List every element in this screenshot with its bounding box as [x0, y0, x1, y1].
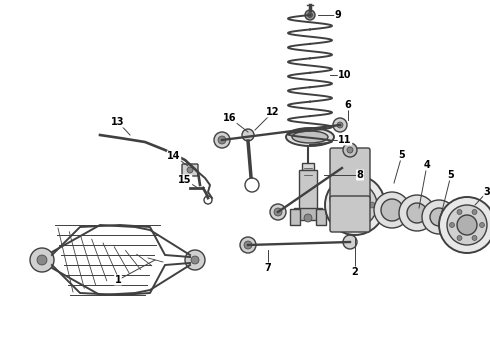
Text: 16: 16 [223, 113, 237, 123]
Circle shape [357, 218, 363, 224]
Circle shape [369, 202, 375, 208]
FancyBboxPatch shape [182, 164, 198, 176]
Circle shape [439, 197, 490, 253]
Text: 11: 11 [338, 135, 352, 145]
Text: 10: 10 [338, 70, 352, 80]
Bar [290, 209, 300, 225]
Text: 9: 9 [335, 10, 342, 20]
Text: 14: 14 [167, 151, 181, 161]
Ellipse shape [292, 131, 328, 143]
Circle shape [308, 13, 313, 18]
Circle shape [191, 256, 199, 264]
Bar [299, 170, 317, 215]
Circle shape [242, 129, 254, 141]
Circle shape [480, 222, 485, 228]
Ellipse shape [286, 128, 334, 146]
Circle shape [343, 235, 357, 249]
Text: 13: 13 [111, 117, 125, 127]
Text: 2: 2 [352, 267, 358, 277]
Circle shape [399, 195, 435, 231]
Circle shape [338, 192, 344, 198]
Circle shape [37, 255, 47, 265]
Circle shape [343, 143, 357, 157]
Circle shape [472, 235, 477, 240]
Circle shape [357, 186, 363, 192]
Text: 6: 6 [344, 100, 351, 110]
Text: 12: 12 [266, 107, 280, 117]
Circle shape [218, 136, 226, 144]
Circle shape [457, 215, 477, 235]
Circle shape [457, 210, 462, 215]
Bar [294, 208, 322, 220]
Circle shape [240, 237, 256, 253]
Circle shape [472, 210, 477, 215]
Circle shape [333, 118, 347, 132]
Text: 8: 8 [357, 170, 364, 180]
Circle shape [244, 241, 252, 249]
Circle shape [381, 199, 403, 221]
Circle shape [447, 205, 487, 245]
Bar [316, 209, 326, 225]
Text: 4: 4 [424, 160, 430, 170]
FancyBboxPatch shape [330, 148, 370, 202]
Text: 7: 7 [265, 263, 271, 273]
Circle shape [304, 214, 312, 222]
Circle shape [345, 195, 365, 215]
Circle shape [338, 212, 344, 218]
Bar [302, 163, 314, 170]
Circle shape [185, 250, 205, 270]
Circle shape [374, 192, 410, 228]
Text: 3: 3 [484, 187, 490, 197]
Text: 5: 5 [448, 170, 454, 180]
Circle shape [305, 10, 315, 20]
Text: 1: 1 [115, 275, 122, 285]
Circle shape [422, 200, 456, 234]
Text: 15: 15 [178, 175, 192, 185]
Circle shape [407, 203, 427, 223]
Circle shape [449, 222, 455, 228]
Circle shape [214, 132, 230, 148]
Circle shape [187, 167, 193, 173]
Text: 5: 5 [399, 150, 405, 160]
Circle shape [457, 235, 462, 240]
Circle shape [430, 208, 448, 226]
Circle shape [337, 122, 343, 128]
FancyBboxPatch shape [330, 196, 370, 232]
Circle shape [274, 208, 282, 216]
Circle shape [325, 175, 385, 235]
Circle shape [347, 147, 353, 153]
Circle shape [333, 183, 377, 227]
Circle shape [270, 204, 286, 220]
Circle shape [30, 248, 54, 272]
